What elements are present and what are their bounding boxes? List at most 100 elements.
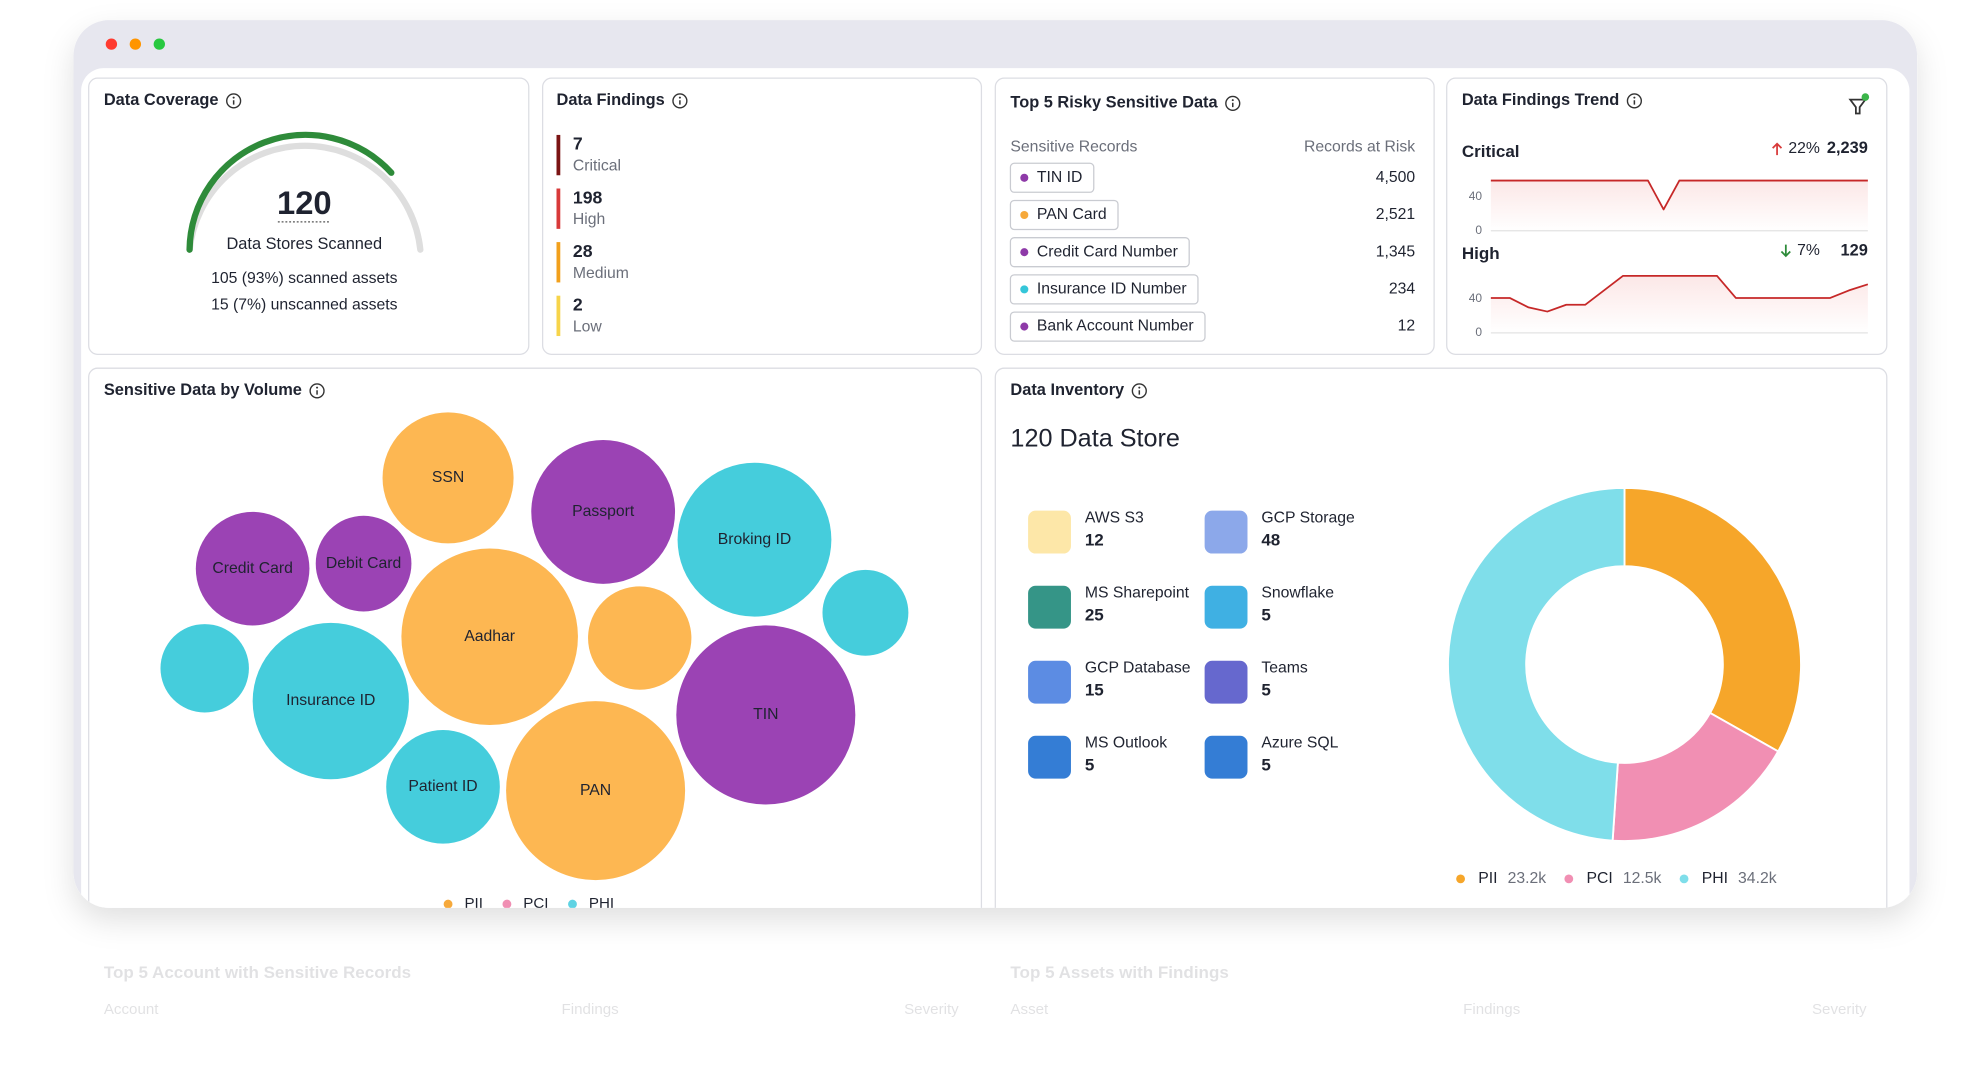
legend-label: PHI [1702,870,1728,887]
legend-label: PII [1478,870,1497,887]
info-icon [1225,95,1241,112]
count: 7 [573,134,583,154]
column-header: Asset [1010,1001,1049,1018]
info-ring [1225,95,1241,112]
severity: Medium [573,265,629,282]
column-header: Severity [904,1001,959,1018]
dot [1020,210,1029,220]
record-name: TIN ID [1037,169,1083,186]
zoom-dot[interactable] [153,38,165,50]
info-ring [309,383,325,399]
bubble-label: Aadhar [464,628,515,645]
donut-slice [1447,487,1626,842]
gauge-track [186,142,424,253]
store-count: 5 [1261,605,1270,624]
info-dot [1633,96,1636,99]
record-name: Bank Account Number [1037,318,1194,335]
info-dot [316,386,319,389]
panel-name: Critical [1462,142,1520,161]
legend-value: 23.2k [1508,870,1547,887]
filter-button[interactable] [1848,93,1870,115]
bubble-label: SSN [432,469,464,486]
legend-dot [443,899,453,908]
store-icon [1204,735,1248,779]
card-title: Data Findings Trend [1462,91,1619,109]
records: 1,345 [1376,243,1416,260]
bubble [822,569,909,656]
legend-dot [1456,874,1465,884]
count: 2 [573,294,583,314]
bubble-label: Credit Card [212,560,293,577]
bubble [252,622,409,780]
close-dot[interactable] [105,38,118,50]
card-title: Data Inventory [1010,381,1125,399]
bubble-label: Debit Card [326,555,401,572]
severity-bar [556,134,561,176]
record-name: PAN Card [1037,206,1107,223]
store-name: MS Outlook [1085,734,1167,751]
pill [1009,274,1199,305]
records: 234 [1389,281,1416,298]
big-number: 120 [277,184,332,221]
count: 28 [573,241,593,261]
records: 4,500 [1376,169,1416,186]
gauge-fill [186,131,395,253]
legend-label: PHI [589,895,614,912]
scanned: 105 (93%) scanned assets [211,270,398,287]
store-name: AWS S3 [1085,509,1144,526]
info-icon [1131,383,1147,399]
arrow [1780,244,1791,258]
trend-area [1490,180,1868,231]
info-icon [226,93,242,109]
bubble-label: TIN [753,706,778,723]
arrow [1772,142,1783,156]
legend-dot [1679,874,1689,884]
record-name: Credit Card Number [1037,243,1178,260]
store-icon [1204,585,1248,629]
card [88,77,530,355]
y-tick-label: 40 [1469,291,1483,305]
card-title: Data Findings [557,91,665,109]
legend-label: PCI [523,895,548,912]
y-tick-label: 0 [1475,325,1482,339]
legend-value: 12.5k [1623,870,1662,887]
info-dot [232,96,235,99]
bubble [160,624,249,713]
column-header: Account [104,1001,159,1018]
store-name: GCP Storage [1261,509,1355,526]
store-name: Snowflake [1261,584,1334,601]
store-icon [1204,510,1248,554]
records: 12 [1398,318,1416,335]
minimize-dot[interactable] [129,38,142,50]
store-icon [1028,510,1071,554]
bubble [195,511,310,626]
legend-label: PCI [1586,870,1612,887]
bubble-label: Patient ID [408,778,477,795]
total: 2,239 [1827,139,1868,157]
unscanned: 15 (7%) unscanned assets [211,296,398,313]
donut-slice [1623,487,1802,753]
store-count: 5 [1261,680,1270,699]
column-header: Findings [1463,1001,1521,1018]
legend-dot [568,899,577,908]
dot [1020,173,1029,182]
bubble [531,440,676,584]
total: 129 [1841,241,1868,259]
legend-label: PII [464,895,483,912]
bubble-label: PAN [580,782,611,799]
store-icon [1028,660,1071,704]
bubble [386,730,500,844]
bubble-label: Passport [572,503,635,520]
store-name: MS Sharepoint [1085,584,1190,601]
pill [1009,162,1095,193]
info-dot [1138,386,1141,389]
legend-value: 34.2k [1738,870,1777,887]
info-ring [1626,93,1643,109]
severity: Low [573,318,603,335]
dot [1020,322,1029,331]
legend-dot [1564,874,1574,884]
y-tick-label: 0 [1475,223,1482,237]
store-icon [1028,735,1071,779]
